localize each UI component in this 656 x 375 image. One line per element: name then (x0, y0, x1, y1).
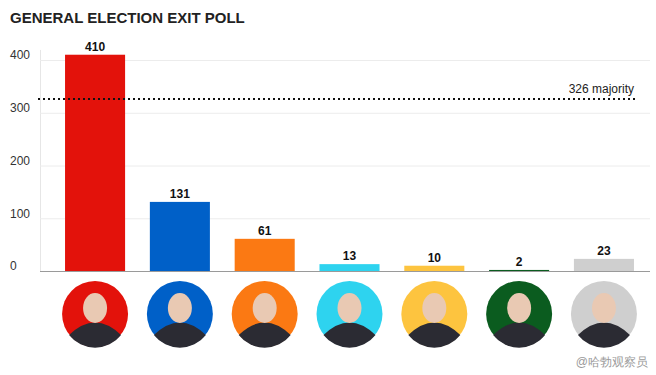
portrait-head (422, 293, 446, 323)
portrait (571, 281, 637, 348)
data-label: 10 (428, 251, 442, 265)
chart: GENERAL ELECTION EXIT POLL 0 100 200 300 400 3… (0, 0, 656, 375)
grid-line (40, 60, 650, 61)
portrait-head (338, 293, 362, 323)
portrait-head (168, 293, 192, 323)
portrait-body (578, 323, 630, 348)
bar (235, 239, 295, 271)
portrait-circle (571, 281, 637, 347)
data-labels: 410 131 61 13 10 2 23 (85, 40, 611, 269)
portrait-circle (62, 281, 128, 347)
bar (65, 55, 125, 271)
portrait-head (253, 293, 277, 323)
portrait-circle (401, 281, 467, 347)
portrait (401, 281, 467, 348)
portrait-head (592, 293, 616, 323)
portrait (62, 281, 128, 348)
y-tick-label: 200 (10, 154, 30, 168)
majority-label: 326 majority (569, 82, 634, 96)
grid-line (40, 218, 650, 219)
portrait-circle (232, 281, 298, 347)
bar (150, 202, 210, 271)
grid-line (40, 271, 650, 272)
portrait-head (83, 293, 107, 323)
data-label: 2 (516, 255, 523, 269)
y-axis: 0 100 200 300 400 (10, 48, 650, 273)
bar (574, 259, 634, 271)
portrait (232, 281, 298, 348)
portrait-body (69, 323, 121, 348)
grid-line (40, 166, 650, 167)
data-label: 61 (258, 224, 272, 238)
bar (319, 264, 379, 271)
bar (404, 266, 464, 271)
bar (489, 270, 549, 271)
bars (65, 55, 634, 271)
y-tick-label: 0 (10, 259, 17, 273)
y-axis-line (40, 50, 41, 272)
portrait (147, 281, 213, 348)
watermark: @哈勃观察员 (576, 355, 648, 369)
portrait (317, 281, 383, 348)
portrait-body (408, 323, 460, 348)
portrait-head (507, 293, 531, 323)
y-tick-label: 100 (10, 207, 30, 221)
portrait (486, 281, 552, 348)
portrait-body (493, 323, 545, 348)
portrait-circle (317, 281, 383, 347)
y-tick-label: 400 (10, 48, 30, 62)
portrait-body (324, 323, 376, 348)
portrait-circle (486, 281, 552, 347)
y-tick-label: 300 (10, 101, 30, 115)
grid-line (40, 113, 650, 114)
data-label: 13 (343, 249, 357, 263)
portrait-circle (147, 281, 213, 347)
data-label: 131 (170, 187, 190, 201)
portraits (62, 281, 637, 348)
data-label: 410 (85, 40, 105, 54)
majority-line (38, 98, 636, 100)
title: GENERAL ELECTION EXIT POLL (10, 9, 245, 26)
portrait-body (154, 323, 206, 348)
portrait-body (239, 323, 291, 348)
data-label: 23 (597, 244, 611, 258)
